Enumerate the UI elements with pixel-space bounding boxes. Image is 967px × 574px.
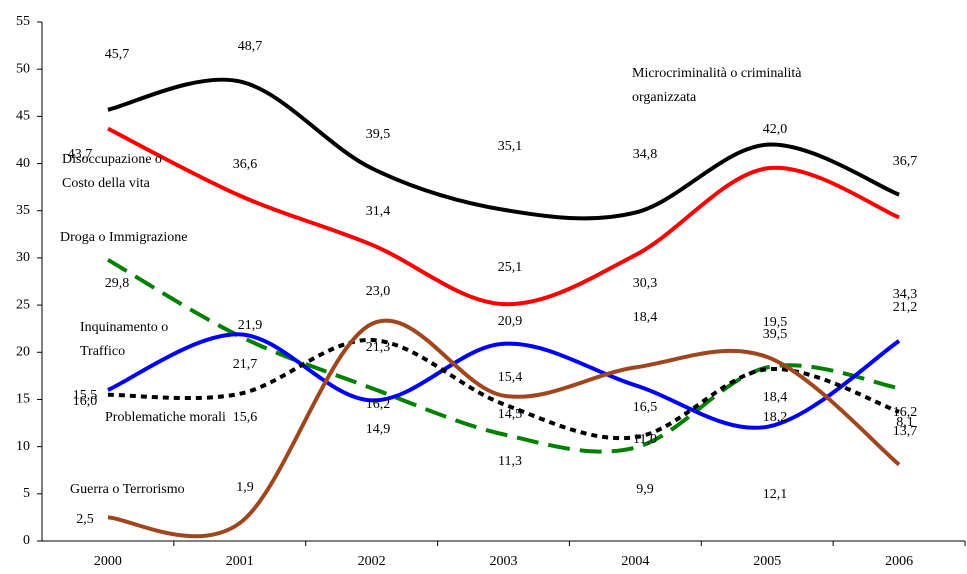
series-line xyxy=(106,258,900,454)
y-tick-label: 30 xyxy=(16,250,30,265)
series-name: Inquinamento o Traffico xyxy=(80,320,169,359)
data-label: 8,1 xyxy=(896,415,914,430)
y-tick-label: 55 xyxy=(16,14,30,29)
x-tick-label: 2005 xyxy=(753,554,781,569)
data-label: 16,5 xyxy=(633,400,658,415)
data-label: 42,0 xyxy=(763,122,788,137)
data-label: 18,2 xyxy=(763,410,788,425)
data-label: 9,9 xyxy=(636,482,654,497)
y-tick-label: 20 xyxy=(16,344,30,359)
series-line xyxy=(107,77,900,221)
data-label: 21,3 xyxy=(366,340,391,355)
data-label: 35,1 xyxy=(498,139,523,154)
series-name: Disoccupazione o Costo della vita xyxy=(62,152,162,191)
x-tick-label: 2006 xyxy=(885,554,913,569)
data-label: 39,5 xyxy=(763,327,788,342)
y-tick-label: 40 xyxy=(16,156,30,171)
series-name: Microcriminalità o criminalità organizza… xyxy=(632,66,802,105)
data-label: 2,5 xyxy=(76,512,94,527)
x-tick-label: 2000 xyxy=(94,554,122,569)
data-label: 16,0 xyxy=(73,394,98,409)
series-line xyxy=(107,318,901,539)
data-label: 21,2 xyxy=(893,300,918,315)
data-label: 25,1 xyxy=(498,260,523,275)
series-name: Droga o Immigrazione xyxy=(60,230,188,245)
data-label: 30,3 xyxy=(633,276,658,291)
data-label: 20,9 xyxy=(498,314,523,329)
data-label: 36,7 xyxy=(893,154,918,169)
data-label: 19,5 xyxy=(763,315,788,330)
data-label: 16,2 xyxy=(366,397,391,412)
y-tick-label: 25 xyxy=(16,297,30,312)
data-label: 13,7 xyxy=(893,424,918,439)
data-label: 39,5 xyxy=(366,127,391,142)
series-name: Guerra o Terrorismo xyxy=(70,482,185,497)
series-line xyxy=(107,338,900,441)
data-label: 43,7 xyxy=(68,147,93,162)
data-label: 21,9 xyxy=(238,318,263,333)
series-line xyxy=(107,332,901,430)
y-tick-label: 0 xyxy=(23,533,30,548)
y-tick-label: 15 xyxy=(16,392,30,407)
y-tick-label: 45 xyxy=(16,109,30,124)
data-label: 14,5 xyxy=(498,407,523,422)
y-tick-label: 50 xyxy=(16,61,30,76)
data-label: 34,3 xyxy=(893,287,918,302)
data-label: 11,0 xyxy=(633,432,657,447)
data-label: 11,3 xyxy=(498,454,522,469)
series-line xyxy=(107,126,900,307)
x-tick-label: 2003 xyxy=(490,554,518,569)
x-tick-label: 2002 xyxy=(358,554,386,569)
data-label: 15,5 xyxy=(73,388,98,403)
data-label: 18,4 xyxy=(763,390,788,405)
data-label: 12,1 xyxy=(763,487,788,502)
data-label: 21,7 xyxy=(233,357,258,372)
y-tick-label: 10 xyxy=(16,439,30,454)
data-label: 36,6 xyxy=(233,157,258,172)
data-label: 45,7 xyxy=(105,47,130,62)
data-label: 23,0 xyxy=(366,284,391,299)
data-label: 14,9 xyxy=(366,422,391,437)
x-tick-label: 2001 xyxy=(226,554,254,569)
y-tick-label: 5 xyxy=(23,486,30,501)
data-label: 34,8 xyxy=(633,147,658,162)
data-label: 18,4 xyxy=(633,310,658,325)
data-label: 48,7 xyxy=(238,39,263,54)
data-label: 31,4 xyxy=(366,204,391,219)
data-label: 15,4 xyxy=(498,370,523,385)
data-label: 1,9 xyxy=(236,480,254,495)
data-label: 16,2 xyxy=(893,405,918,420)
y-tick-label: 35 xyxy=(16,203,30,218)
series-name: Problematiche morali xyxy=(105,410,226,425)
data-label: 29,8 xyxy=(105,276,130,291)
data-label: 15,6 xyxy=(233,410,258,425)
x-tick-label: 2004 xyxy=(621,554,649,569)
